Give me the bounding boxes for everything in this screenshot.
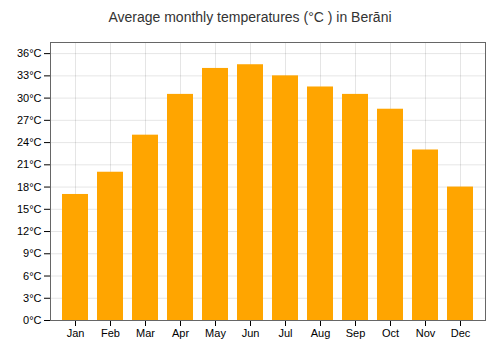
svg-text:Mar: Mar <box>136 327 155 339</box>
svg-text:3°C: 3°C <box>23 292 42 304</box>
svg-text:6°C: 6°C <box>23 270 42 282</box>
svg-text:27°C: 27°C <box>17 114 42 126</box>
svg-text:15°C: 15°C <box>17 203 42 215</box>
svg-text:Jun: Jun <box>242 327 260 339</box>
svg-text:Feb: Feb <box>101 327 120 339</box>
svg-text:0°C: 0°C <box>23 314 42 326</box>
svg-text:Nov: Nov <box>416 327 436 339</box>
svg-text:21°C: 21°C <box>17 158 42 170</box>
svg-text:Oct: Oct <box>382 327 399 339</box>
svg-text:12°C: 12°C <box>17 225 42 237</box>
svg-text:33°C: 33°C <box>17 69 42 81</box>
svg-text:Apr: Apr <box>172 327 189 339</box>
svg-text:Sep: Sep <box>346 327 366 339</box>
svg-text:May: May <box>205 327 226 339</box>
svg-text:36°C: 36°C <box>17 47 42 59</box>
svg-text:Aug: Aug <box>311 327 331 339</box>
svg-text:Jan: Jan <box>67 327 85 339</box>
svg-text:9°C: 9°C <box>23 247 42 259</box>
svg-text:24°C: 24°C <box>17 136 42 148</box>
svg-text:30°C: 30°C <box>17 92 42 104</box>
svg-text:18°C: 18°C <box>17 181 42 193</box>
svg-text:Jul: Jul <box>278 327 292 339</box>
html-text:Average monthly temperatures (: Average monthly temperatures (°C ) in Be… <box>108 9 392 25</box>
svg-text:Dec: Dec <box>451 327 471 339</box>
